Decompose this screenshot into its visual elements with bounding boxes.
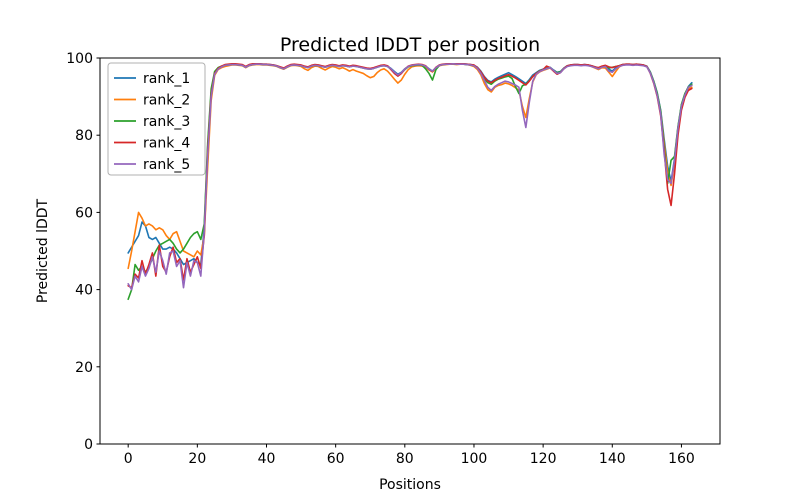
legend-label-rank_2: rank_2 [143,93,190,109]
y-axis-label: Predicted lDDT [35,198,51,303]
x-tick-label: 60 [327,451,345,467]
x-tick-label: 140 [599,451,626,467]
legend-label-rank_3: rank_3 [143,114,190,130]
x-tick-label: 20 [188,451,206,467]
axes-spines [99,57,721,445]
y-axis-ticks: 0 20 40 60 80 100 [66,51,100,453]
y-tick-label: 0 [84,437,93,453]
y-tick-label: 100 [66,51,93,67]
x-axis-label: Positions [379,477,441,493]
x-tick-label: 120 [530,451,557,467]
legend-label-rank_4: rank_4 [143,136,190,152]
y-tick-label: 20 [75,360,93,376]
legend-label-rank_1: rank_1 [143,71,190,87]
y-tick-label: 60 [75,205,93,221]
x-tick-label: 100 [461,451,488,467]
y-tick-label: 80 [75,128,93,144]
x-axis-ticks: 0 20 40 60 80 100 120 140 160 [124,444,695,467]
x-tick-label: 160 [668,451,695,467]
series-lines-group [127,62,693,301]
x-tick-label: 40 [258,451,276,467]
y-tick-label: 40 [75,283,93,299]
chart-title: Predicted lDDT per position [280,34,540,56]
legend: rank_1 rank_2 rank_3 rank_4 rank_5 [107,62,206,176]
x-tick-label: 0 [124,451,133,467]
legend-label-rank_5: rank_5 [143,157,190,173]
series-line-rank_5 [127,62,693,291]
x-tick-label: 80 [396,451,414,467]
legend-box [107,62,206,176]
